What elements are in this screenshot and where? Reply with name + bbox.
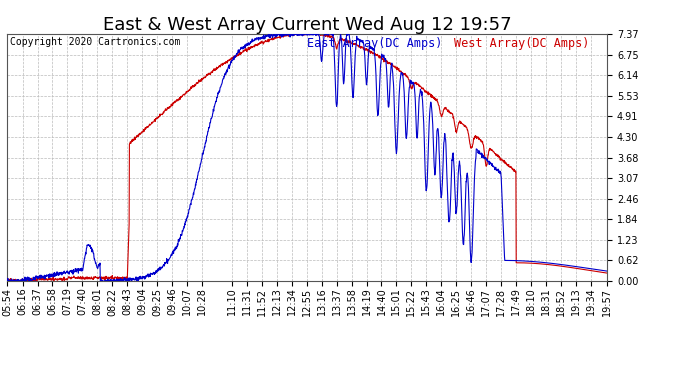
Text: East Array(DC Amps): East Array(DC Amps) [307,38,442,51]
Text: Copyright 2020 Cartronics.com: Copyright 2020 Cartronics.com [10,38,180,48]
Text: West Array(DC Amps): West Array(DC Amps) [454,38,589,51]
Title: East & West Array Current Wed Aug 12 19:57: East & West Array Current Wed Aug 12 19:… [103,16,511,34]
